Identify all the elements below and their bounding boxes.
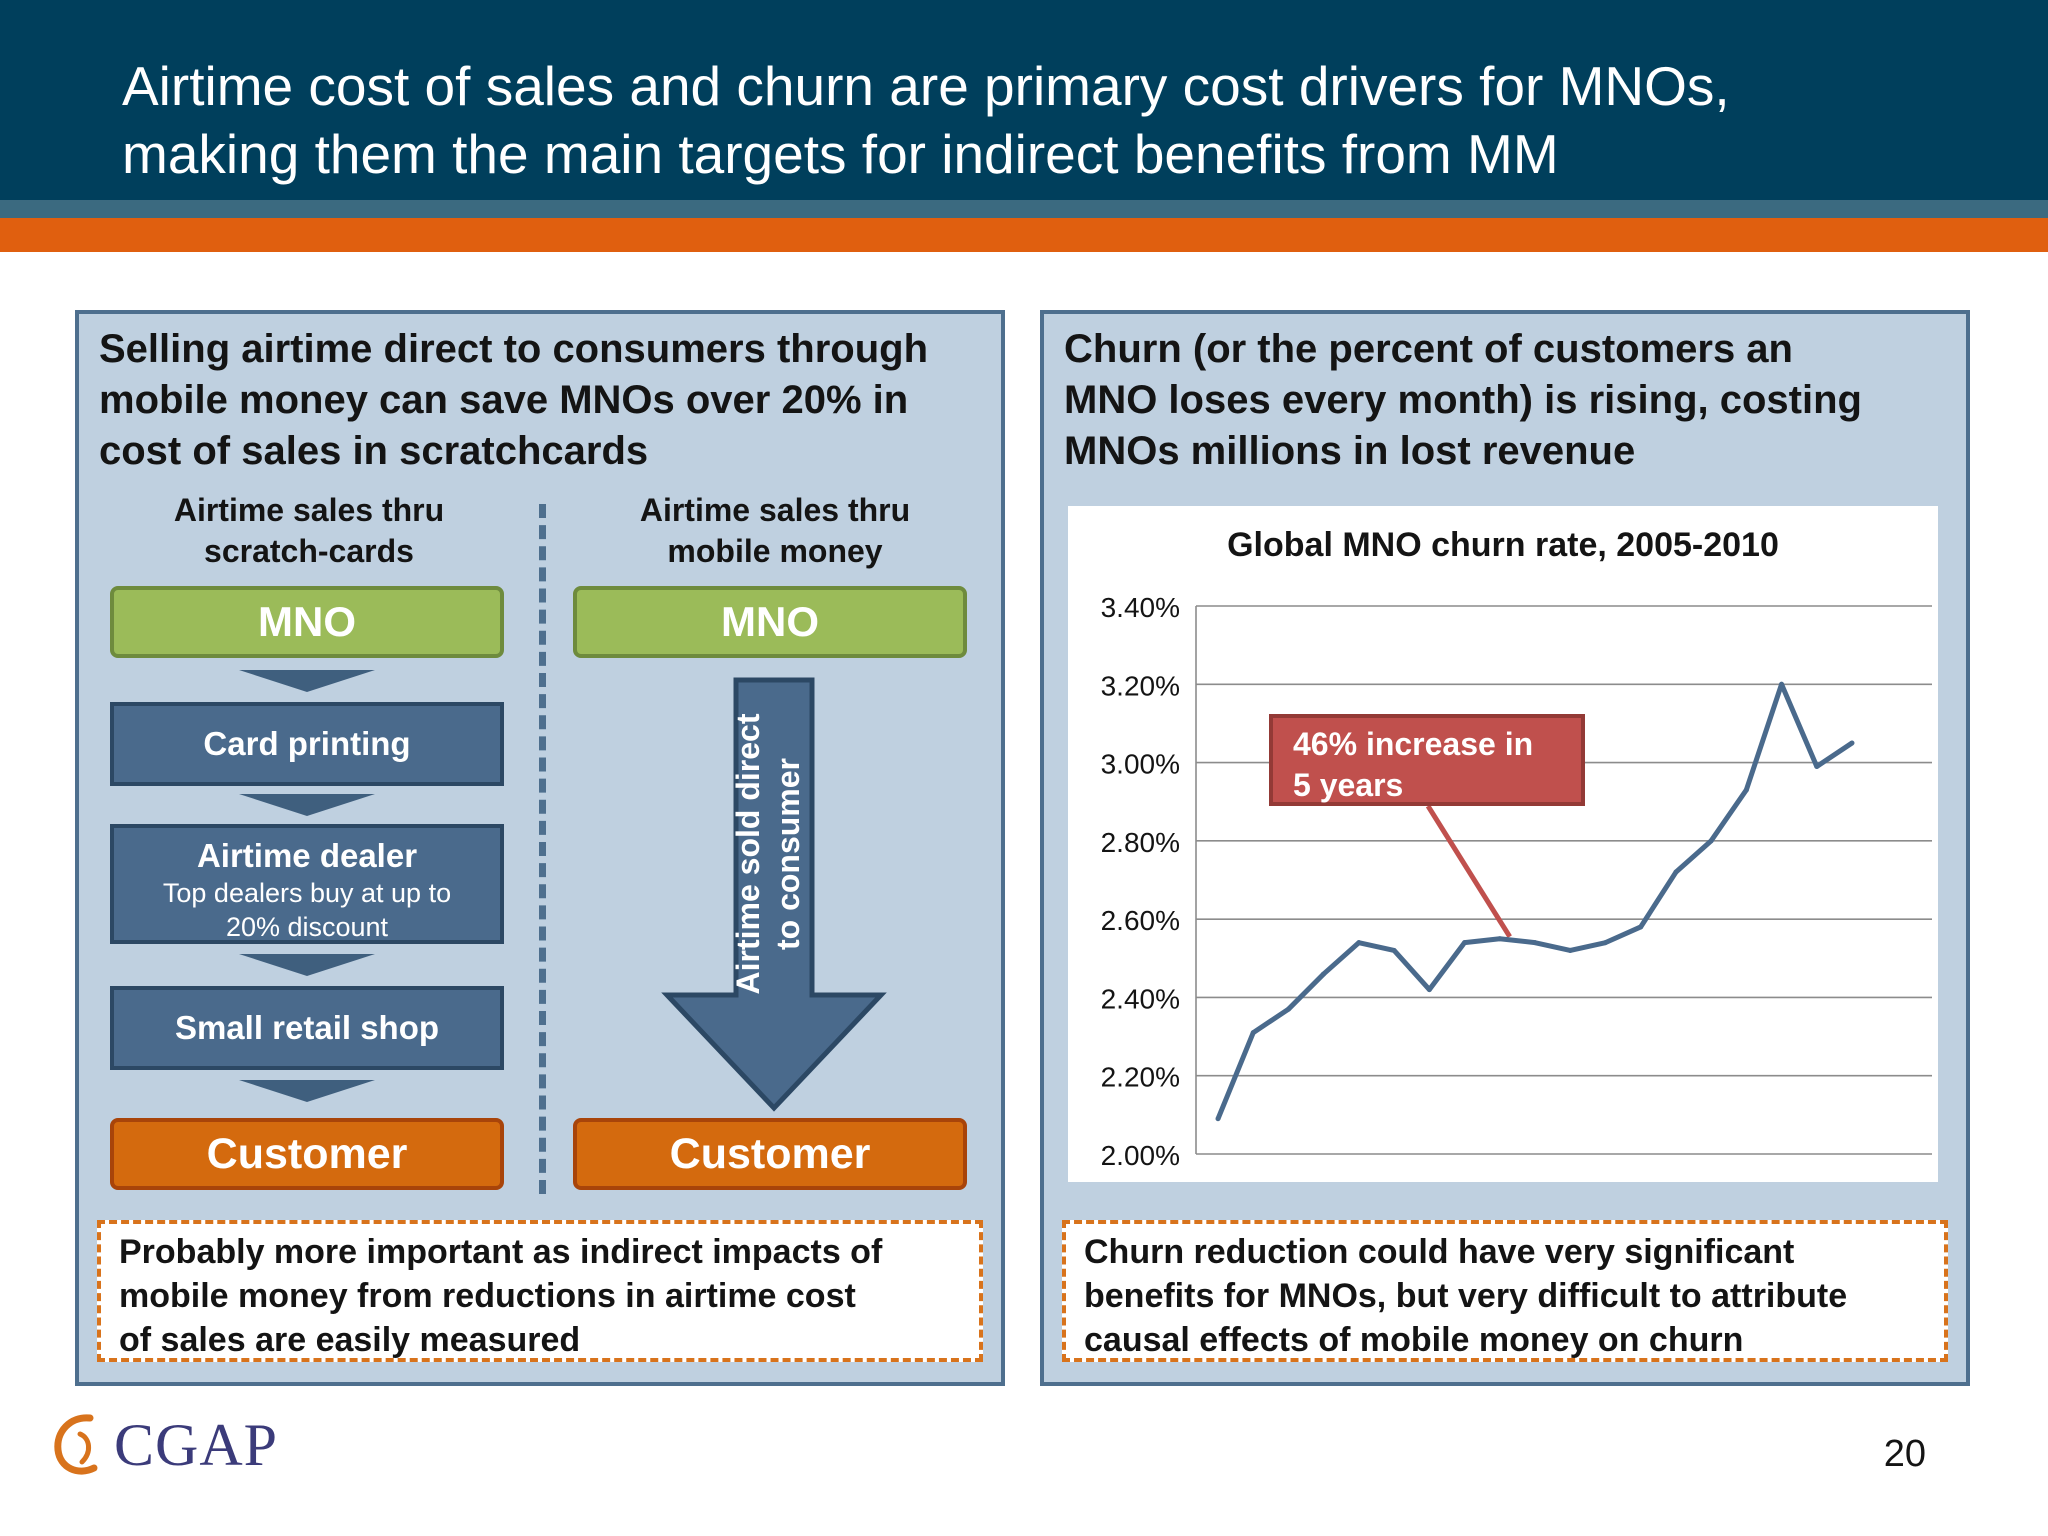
churn-data-point xyxy=(1285,1006,1291,1012)
note-line: Probably more important as indirect impa… xyxy=(119,1233,883,1271)
arrow-label-line-1: Airtime sold direct xyxy=(730,713,766,994)
heading-line: MNO loses every month) is rising, costin… xyxy=(1064,378,1862,422)
header-orange-band xyxy=(0,218,2048,252)
churn-data-point xyxy=(1321,971,1327,977)
note-line: Churn reduction could have very signific… xyxy=(1084,1233,1795,1271)
y-tick-label: 2.00% xyxy=(1101,1140,1180,1171)
note-line: of sales are easily measured xyxy=(119,1321,581,1359)
heading-line: Selling airtime direct to consumers thro… xyxy=(99,327,929,371)
scratchcard-column-heading: Airtime sales thru scratch-cards xyxy=(109,490,509,572)
column-heading-line: mobile money xyxy=(667,533,883,569)
column-heading-line: scratch-cards xyxy=(204,533,414,569)
churn-note: Churn reduction could have very signific… xyxy=(1062,1220,1948,1362)
y-tick-label: 3.00% xyxy=(1101,749,1180,780)
header-teal-band xyxy=(0,200,2048,218)
note-line: benefits for MNOs, but very difficult to… xyxy=(1084,1277,1848,1315)
churn-data-point xyxy=(1638,924,1644,930)
mno-box-scratchcard: MNO xyxy=(110,586,504,658)
churn-data-point xyxy=(1743,787,1749,793)
churn-panel-heading: Churn (or the percent of customers an MN… xyxy=(1064,324,1954,477)
slide-title-line-2: making them the main targets for indirec… xyxy=(122,123,1559,185)
scratchcard-panel-heading: Selling airtime direct to consumers thro… xyxy=(99,324,989,477)
heading-line: Churn (or the percent of customers an xyxy=(1064,327,1793,371)
card-printing-box: Card printing xyxy=(110,702,504,786)
customer-box-scratchcard: Customer xyxy=(110,1118,504,1190)
churn-line-chart: 2.00% 2.20% 2.40% 2.60% 2.80% 3.00% 3.20% 3.40% xyxy=(1101,592,1932,1171)
churn-data-point xyxy=(1426,987,1432,993)
callout-line: 46% increase in xyxy=(1293,726,1534,762)
churn-data-point xyxy=(1602,940,1608,946)
y-tick-label: 2.20% xyxy=(1101,1062,1180,1093)
y-tick-label: 3.40% xyxy=(1101,592,1180,623)
churn-data-point xyxy=(1497,936,1503,942)
customer-box-mobile-money: Customer xyxy=(573,1118,967,1190)
heading-line: mobile money can save MNOs over 20% in xyxy=(99,378,909,422)
airtime-dealer-subtitle: Top dealers buy at up to xyxy=(162,878,452,908)
churn-data-point xyxy=(1814,763,1820,769)
airtime-dealer-title: Airtime dealer xyxy=(196,837,418,874)
y-tick-label: 2.80% xyxy=(1101,827,1180,858)
churn-data-point xyxy=(1462,940,1468,946)
increase-callout: 46% increase in 5 years xyxy=(1269,714,1585,806)
churn-data-point xyxy=(1779,681,1785,687)
note-line: mobile money from reductions in airtime … xyxy=(119,1277,856,1315)
slide-title-line-1: Airtime cost of sales and churn are prim… xyxy=(122,55,1730,117)
y-tick-label: 2.40% xyxy=(1101,983,1180,1014)
flow-chevron xyxy=(239,794,375,816)
arrow-label-line-2: to consumer xyxy=(770,758,806,950)
churn-data-point xyxy=(1215,1116,1221,1122)
churn-data-point xyxy=(1391,947,1397,953)
churn-data-point xyxy=(1250,1030,1256,1036)
slide-title: Airtime cost of sales and churn are prim… xyxy=(122,52,2002,188)
churn-data-point xyxy=(1532,940,1538,946)
small-retail-shop-box: Small retail shop xyxy=(110,986,504,1070)
column-heading-line: Airtime sales thru xyxy=(639,492,911,528)
churn-data-point xyxy=(1673,869,1679,875)
flow-chevron xyxy=(239,670,375,692)
column-divider xyxy=(539,504,546,1194)
y-tick-label: 2.60% xyxy=(1101,905,1180,936)
churn-data-point xyxy=(1567,947,1573,953)
airtime-dealer-box: Airtime dealer Top dealers buy at up to … xyxy=(110,824,504,944)
y-tick-label: 3.20% xyxy=(1101,670,1180,701)
cgap-logo: CGAP xyxy=(50,1410,290,1480)
churn-chart: Global MNO churn rate, 2005-2010 2.00% 2.… xyxy=(1068,506,1938,1182)
callout-leader-line xyxy=(1425,804,1512,939)
chart-title: Global MNO churn rate, 2005-2010 xyxy=(1227,526,1779,564)
scratchcard-panel: Selling airtime direct to consumers thro… xyxy=(75,310,1005,1386)
cgap-swirl-icon xyxy=(54,1414,98,1475)
scratchcard-note: Probably more important as indirect impa… xyxy=(97,1220,983,1362)
heading-line: cost of sales in scratchcards xyxy=(99,429,649,473)
slide-header: Airtime cost of sales and churn are prim… xyxy=(0,0,2048,200)
cgap-logo-text: CGAP xyxy=(114,1412,279,1478)
callout-line: 5 years xyxy=(1293,767,1404,803)
churn-data-point xyxy=(1708,838,1714,844)
mno-box-mobile-money: MNO xyxy=(573,586,967,658)
mobile-money-column-heading: Airtime sales thru mobile money xyxy=(575,490,975,572)
flow-chevron xyxy=(239,954,375,976)
column-heading-line: Airtime sales thru xyxy=(173,492,445,528)
direct-sale-arrow-icon: Airtime sold direct to consumer xyxy=(661,677,887,1112)
churn-panel: Churn (or the percent of customers an MN… xyxy=(1040,310,1970,1386)
churn-data-point xyxy=(1356,940,1362,946)
note-line: causal effects of mobile money on churn xyxy=(1084,1321,1744,1359)
heading-line: MNOs millions in lost revenue xyxy=(1064,429,1636,473)
flow-chevron xyxy=(239,1080,375,1102)
churn-data-point xyxy=(1849,740,1855,746)
airtime-dealer-subtitle: 20% discount xyxy=(225,912,389,942)
page-number: 20 xyxy=(1883,1433,1926,1475)
